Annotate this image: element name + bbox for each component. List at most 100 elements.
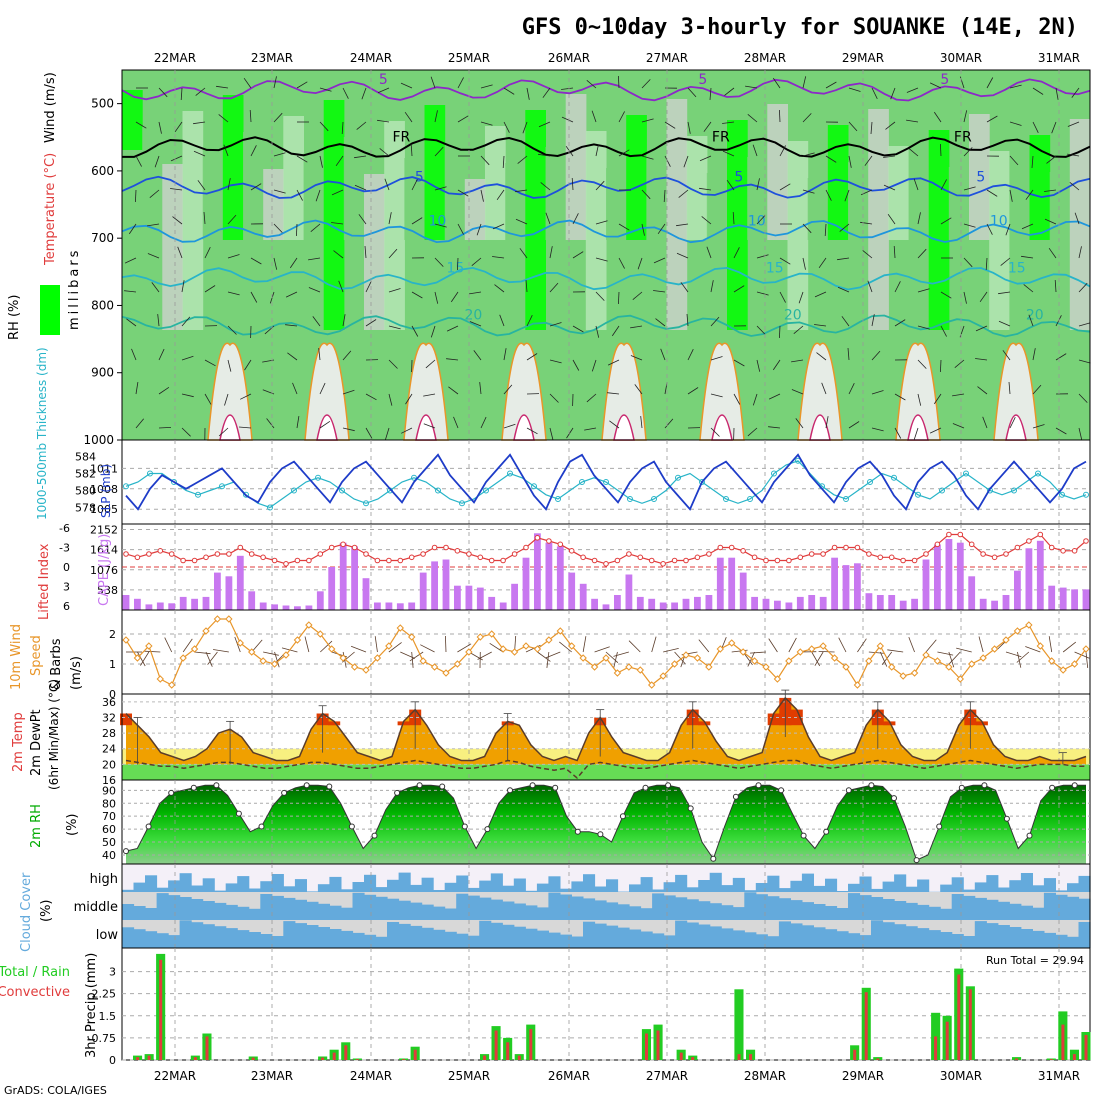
- date-tick-top: 23MAR: [251, 51, 293, 65]
- cloud-cover-bar: [1043, 878, 1056, 892]
- cloud-cover-bar: [1078, 875, 1091, 892]
- wind-barb: [917, 212, 921, 225]
- wind-speed-point: [865, 657, 873, 665]
- cloud-cover-bar: [640, 877, 653, 892]
- surface-wind-barb: [651, 636, 657, 653]
- wind-barb: [238, 426, 252, 429]
- temp-hot-cap: [975, 721, 988, 726]
- cape-bar: [214, 572, 221, 610]
- rh-point: [665, 782, 672, 789]
- wind-barb: [975, 358, 988, 361]
- wind-barb: [310, 223, 321, 233]
- li-point: [991, 554, 998, 561]
- wind-barb: [802, 189, 815, 194]
- wind-barb: [722, 121, 735, 124]
- cloud-cover-bar: [456, 893, 469, 920]
- wind-speed-point: [385, 642, 393, 650]
- cloud-cover-bar: [744, 890, 757, 892]
- cloud-cover-bar: [963, 936, 976, 948]
- wind-barb: [158, 121, 162, 134]
- cloud-cover-bar: [248, 932, 261, 948]
- cloud-cover-bar: [248, 908, 261, 920]
- wind-speed-point: [453, 660, 462, 668]
- wind-barb: [1002, 350, 1011, 361]
- li-point: [1014, 544, 1021, 551]
- wind-barb: [779, 183, 791, 191]
- cloud-cover-bar: [871, 888, 884, 892]
- cloud-cover-bar: [168, 880, 181, 892]
- wind-barb: [657, 223, 666, 235]
- surface-wind-barb: [613, 651, 629, 657]
- cloud-cover-bar: [767, 936, 780, 948]
- wind-barb: [572, 251, 584, 259]
- precip-conv-bar: [749, 1054, 753, 1060]
- cape-bar: [374, 602, 381, 610]
- cloud-cover-bar: [421, 927, 434, 948]
- cloud-cover-bar: [456, 875, 469, 892]
- upper-air-labels: RH (%) Temperature (°C) Wind (m/s) milli…: [7, 72, 82, 340]
- wind-barb: [1008, 381, 1011, 395]
- wind-barb: [204, 285, 216, 293]
- cloud-cover-bar: [871, 897, 884, 920]
- wind-barb: [1078, 427, 1083, 440]
- wind-barb: [572, 325, 584, 333]
- precip-conv-bar: [517, 1055, 521, 1060]
- wind-barb: [296, 81, 308, 89]
- cape-bar: [236, 555, 244, 610]
- cloud-cover-bar: [525, 905, 538, 920]
- cloud-cover-bar: [294, 899, 307, 920]
- wind-barb: [197, 180, 206, 191]
- wind-barb: [479, 382, 482, 395]
- cloud-cover-bar: [652, 893, 665, 920]
- wind-barb: [929, 427, 942, 434]
- cloud-cover-bar: [237, 906, 250, 920]
- wind-barb: [174, 121, 183, 133]
- cloud-cover-bar: [986, 923, 999, 948]
- upper-air-panel: 5 5 5 FR FR FR 5 5 5 10 10 10 15 15 15 20 20 20 500 600 700 8…: [40, 69, 1091, 447]
- rh-patch: [323, 100, 345, 330]
- wind-barb: [223, 144, 229, 157]
- cloud-cover-bar: [732, 877, 745, 892]
- rh-point: [913, 857, 920, 864]
- cloud-cover-bar: [317, 927, 330, 948]
- date-tick-top: 27MAR: [646, 51, 688, 65]
- wind-barb: [308, 287, 321, 293]
- wind-barb: [841, 316, 850, 327]
- cloud-cover-bar: [237, 876, 250, 892]
- cloud-row-label: low: [96, 928, 119, 943]
- wind-barb: [975, 325, 988, 332]
- wind-barb: [595, 325, 600, 338]
- wind-barb: [423, 393, 436, 397]
- wind-barb: [124, 257, 137, 264]
- wind-barb: [250, 145, 257, 157]
- wind-barb: [503, 423, 516, 429]
- date-tick-top: 30MAR: [940, 51, 982, 65]
- cloud-cover-bar: [917, 904, 930, 920]
- precip-total-label: Total / Rain: [0, 965, 70, 980]
- cape-bar: [716, 557, 724, 610]
- wind-barb: [710, 356, 723, 361]
- wind-barb: [963, 186, 976, 191]
- cloud-cover-bar: [306, 891, 319, 892]
- cloud-cover-bar: [1032, 930, 1045, 948]
- cloud-cover-bar: [502, 924, 515, 948]
- precip-panel: 0 0.75 1.5 2.25 3: [92, 947, 1091, 1067]
- li-point: [866, 551, 872, 557]
- cloud-cover-bar: [133, 882, 146, 892]
- surface-wind-barb: [342, 651, 355, 663]
- rh-point: [552, 784, 559, 791]
- cloud-cover-bar: [329, 929, 342, 948]
- li-point: [271, 557, 278, 564]
- li-point: [191, 557, 198, 564]
- surface-wind-barb: [1048, 636, 1053, 653]
- cloud-cover-bar: [778, 898, 791, 920]
- wind-barb: [250, 291, 258, 303]
- wind-speed-point: [1082, 645, 1090, 653]
- cloud-cover-bar: [640, 931, 653, 948]
- wind-barb: [1067, 121, 1080, 127]
- cloud-cover-bar: [583, 921, 596, 948]
- surface-wind-barb: [457, 643, 472, 653]
- wind-barb: [227, 178, 231, 191]
- date-tick-top: 24MAR: [350, 51, 392, 65]
- li-point: [877, 554, 884, 561]
